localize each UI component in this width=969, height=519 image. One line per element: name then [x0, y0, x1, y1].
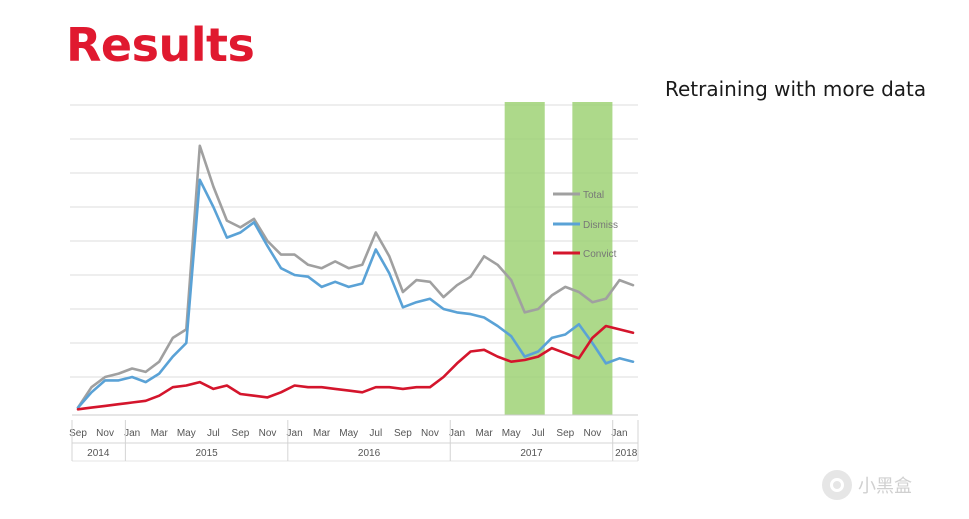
x-tick-label: Jan — [287, 428, 303, 439]
series-lines — [76, 144, 635, 411]
watermark-text: 小黑盒 — [858, 476, 912, 497]
series-line-convict — [76, 324, 635, 411]
year-label: 2016 — [358, 448, 381, 459]
x-tick-label: Mar — [475, 428, 493, 439]
x-tick-label: Sep — [69, 428, 87, 439]
x-axis: Sep Nov Jan Mar May Jul Sep Nov Jan Mar May Jul Sep N… — [69, 414, 639, 462]
x-tick-label: May — [502, 428, 521, 439]
watermark-logo-icon — [822, 470, 852, 500]
highlight-band — [504, 102, 545, 415]
x-tick-label: Nov — [96, 428, 114, 439]
watermark: 小黑盒 — [822, 470, 912, 500]
x-tick-label: Nov — [259, 428, 277, 439]
x-tick-label: Sep — [394, 428, 412, 439]
legend-label-dismiss: Dismiss — [583, 220, 618, 231]
legend: Total Dismiss Convict — [553, 190, 618, 260]
year-label: 2014 — [87, 448, 110, 459]
year-label: 2015 — [195, 448, 218, 459]
series-line-dismiss — [76, 178, 635, 409]
x-tick-label: Jul — [207, 428, 220, 439]
legend-label-convict: Convict — [583, 249, 617, 260]
highlight-bands — [504, 102, 613, 415]
x-tick-label: Mar — [151, 428, 169, 439]
x-tick-label: Mar — [313, 428, 331, 439]
slide-title: Results — [66, 18, 255, 72]
x-tick-label: Sep — [232, 428, 250, 439]
x-tick-label: Jan — [611, 428, 627, 439]
x-tick-label: Jan — [124, 428, 140, 439]
x-tick-label: Nov — [583, 428, 601, 439]
series-line-total — [76, 144, 635, 409]
x-tick-label: May — [339, 428, 358, 439]
year-label: 2017 — [520, 448, 543, 459]
x-tick-label: Nov — [421, 428, 439, 439]
x-tick-label: Jan — [449, 428, 465, 439]
x-tick-label: Jul — [369, 428, 382, 439]
slide-subtitle: Retraining with more data — [665, 77, 927, 101]
gridlines — [70, 104, 638, 378]
year-label: 2018 — [615, 448, 638, 459]
x-tick-label: May — [177, 428, 196, 439]
x-tick-label: Jul — [532, 428, 545, 439]
x-tick-label: Sep — [556, 428, 574, 439]
legend-label-total: Total — [583, 190, 604, 201]
